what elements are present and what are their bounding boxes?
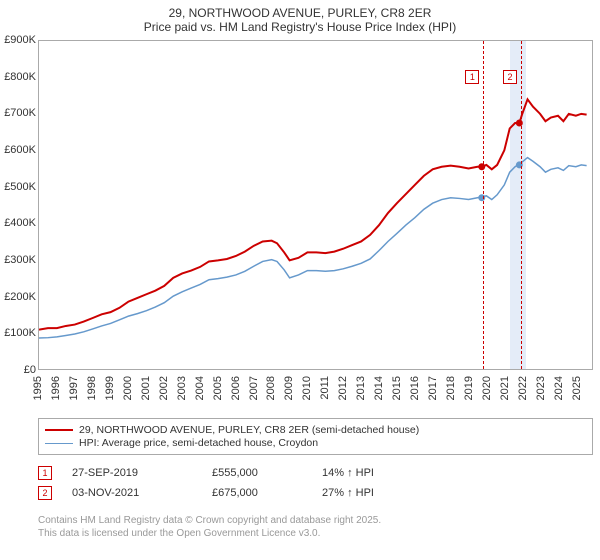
x-tick-label: 2021 [499,376,511,400]
x-axis-ticks: 1995199619971998199920002001200220032004… [38,372,593,412]
chart-svg [39,41,592,369]
title-block: 29, NORTHWOOD AVENUE, PURLEY, CR8 2ER Pr… [0,0,600,36]
y-tick-label: £0 [0,364,36,376]
x-tick-label: 1997 [68,376,80,400]
x-tick-label: 2004 [194,376,206,400]
legend-label: 29, NORTHWOOD AVENUE, PURLEY, CR8 2ER (s… [79,424,419,436]
sale-id-box: 1 [38,466,52,480]
x-tick-label: 2010 [301,376,313,400]
sales-table: 1 27-SEP-2019£555,00014% ↑ HPI 2 03-NOV-202… [38,460,593,506]
x-tick-label: 2001 [140,376,152,400]
x-tick-label: 1998 [86,376,98,400]
sale-delta: 14% ↑ HPI [322,467,432,479]
sale-row: 2 03-NOV-2021£675,00027% ↑ HPI [38,486,593,500]
x-tick-label: 2012 [337,376,349,400]
x-tick-label: 2015 [391,376,403,400]
series-line [39,158,587,338]
x-tick-label: 2009 [283,376,295,400]
sale-row: 1 27-SEP-2019£555,00014% ↑ HPI [38,466,593,480]
sale-price: £555,000 [212,467,322,479]
sale-date: 27-SEP-2019 [72,467,212,479]
x-tick-label: 2006 [230,376,242,400]
sale-marker-line [521,41,522,369]
x-tick-label: 2007 [248,376,260,400]
sale-id-box: 2 [38,486,52,500]
sale-marker-box: 2 [503,70,517,84]
plot-region: 12 [38,40,593,370]
y-tick-label: £600K [0,144,36,156]
legend-label: HPI: Average price, semi-detached house,… [79,437,318,449]
sale-marker-line [483,41,484,369]
x-tick-label: 2011 [319,376,331,400]
fineprint-line1: Contains HM Land Registry data © Crown c… [38,515,593,528]
y-tick-label: £200K [0,291,36,303]
x-tick-label: 2002 [158,376,170,400]
chart-area: £0 £100K £200K £300K £400K £500K £600K £700K £80… [0,40,600,410]
y-tick-label: £100K [0,327,36,339]
y-tick-label: £300K [0,254,36,266]
x-tick-label: 2022 [517,376,529,400]
y-tick-label: £400K [0,217,36,229]
x-tick-label: 1996 [50,376,62,400]
legend-swatch [45,429,73,431]
title-address: 29, NORTHWOOD AVENUE, PURLEY, CR8 2ER [0,6,600,20]
fineprint-line2: This data is licensed under the Open Gov… [38,528,593,541]
y-tick-label: £800K [0,71,36,83]
sale-date: 03-NOV-2021 [72,487,212,499]
x-tick-label: 2019 [463,376,475,400]
x-tick-label: 2008 [265,376,277,400]
legend-row: 29, NORTHWOOD AVENUE, PURLEY, CR8 2ER (s… [45,424,586,436]
legend: 29, NORTHWOOD AVENUE, PURLEY, CR8 2ER (s… [38,418,593,455]
sale-marker-box: 1 [465,70,479,84]
x-tick-label: 2000 [122,376,134,400]
series-line [39,99,587,329]
legend-swatch [45,443,73,444]
sale-delta: 27% ↑ HPI [322,487,432,499]
y-axis-ticks: £0£100K£200K£300K£400K£500K£600K£700K£80… [0,40,38,370]
y-tick-label: £900K [0,34,36,46]
legend-row: HPI: Average price, semi-detached house,… [45,437,586,449]
x-tick-label: 2018 [445,376,457,400]
x-tick-label: 2017 [427,376,439,400]
x-tick-label: 2020 [481,376,493,400]
fineprint: Contains HM Land Registry data © Crown c… [38,515,593,540]
sale-price: £675,000 [212,487,322,499]
x-tick-label: 2025 [571,376,583,400]
x-tick-label: 1995 [32,376,44,400]
x-tick-label: 2005 [212,376,224,400]
x-tick-label: 2003 [176,376,188,400]
x-tick-label: 2014 [373,376,385,400]
y-tick-label: £700K [0,107,36,119]
x-tick-label: 2023 [535,376,547,400]
y-tick-label: £500K [0,181,36,193]
title-subtitle: Price paid vs. HM Land Registry's House … [0,20,600,34]
x-tick-label: 2013 [355,376,367,400]
x-tick-label: 2016 [409,376,421,400]
x-tick-label: 2024 [553,376,565,400]
x-tick-label: 1999 [104,376,116,400]
chart-container: 29, NORTHWOOD AVENUE, PURLEY, CR8 2ER Pr… [0,0,600,560]
